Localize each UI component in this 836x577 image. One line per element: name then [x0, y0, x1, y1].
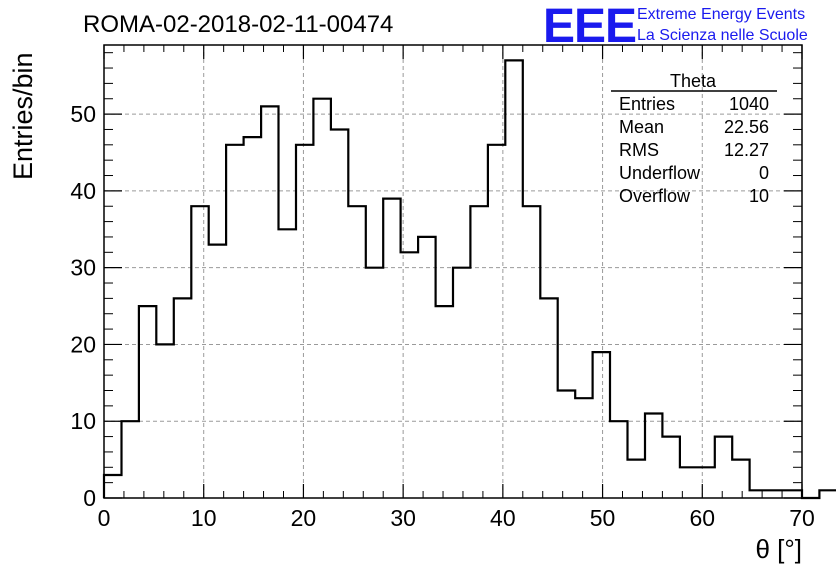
stats-row-value: 0 — [759, 163, 769, 183]
histogram-bin — [366, 268, 383, 498]
histogram-bin — [174, 298, 191, 498]
histogram-bin — [558, 391, 575, 498]
histogram-series-line — [102, 59, 836, 500]
histogram-bin — [191, 206, 208, 498]
x-tick-label: 40 — [490, 505, 516, 531]
histogram-bin — [139, 306, 156, 498]
histogram-bin — [226, 145, 243, 498]
histogram-bin — [785, 490, 802, 498]
histogram-bin — [296, 145, 313, 498]
y-tick-label: 50 — [70, 101, 96, 127]
histogram-bin — [488, 145, 505, 498]
histogram-bin — [331, 129, 348, 498]
stats-row-label: Entries — [619, 94, 675, 114]
eee-logo-text: EEE — [543, 0, 636, 53]
histogram-bin — [470, 206, 487, 498]
x-tick-label: 10 — [191, 505, 217, 531]
histogram-bin — [418, 237, 435, 498]
y-tick-label: 40 — [70, 178, 96, 204]
axis-ticks: 0 10 20 30 40 50 60 70 0 10 20 30 40 50 — [70, 45, 815, 531]
histogram-bin — [540, 298, 557, 498]
stats-row-value: 1040 — [729, 94, 769, 114]
histogram-bin — [436, 306, 453, 498]
stats-box-rows: Entries 1040 Mean 22.56 RMS 12.27 Underflow 0 Ov… — [619, 94, 769, 206]
histogram-bin — [348, 206, 365, 498]
y-tick-label: 30 — [70, 255, 96, 281]
x-tick-label: 30 — [390, 505, 416, 531]
stats-row-label: RMS — [619, 140, 659, 160]
stats-row-value: 22.56 — [724, 117, 769, 137]
brand-line-1: Extreme Energy Events — [637, 6, 805, 23]
histogram-bin — [697, 467, 714, 498]
histogram-bin — [401, 252, 418, 498]
histogram-bin — [261, 106, 278, 498]
histogram-bin — [575, 398, 592, 498]
stats-row-label: Overflow — [619, 186, 691, 206]
histogram-bin — [593, 352, 610, 498]
histogram-bin — [715, 437, 732, 498]
histogram-bin — [610, 421, 627, 498]
histogram-bin — [244, 137, 261, 498]
histogram-bin — [209, 245, 226, 498]
histogram-bin — [662, 437, 679, 498]
histogram-bin — [383, 199, 400, 498]
histogram-bin — [732, 460, 749, 498]
y-axis-label: Entries/bin — [8, 52, 38, 180]
stats-box-title: Theta — [670, 71, 717, 91]
histogram-bin — [156, 344, 173, 498]
histogram-bin — [313, 99, 330, 498]
stats-row-label: Underflow — [619, 163, 701, 183]
x-tick-label: 20 — [291, 505, 317, 531]
y-tick-label: 20 — [70, 331, 96, 357]
grid — [104, 45, 802, 498]
histogram-bin — [645, 414, 662, 498]
x-tick-label: 50 — [590, 505, 616, 531]
stats-row-value: 12.27 — [724, 140, 769, 160]
chart-title: ROMA-02-2018-02-11-00474 — [83, 11, 393, 38]
histogram-bin — [279, 229, 296, 498]
stats-row-label: Mean — [619, 117, 664, 137]
y-tick-label: 10 — [70, 408, 96, 434]
x-axis-label: θ [°] — [755, 534, 802, 564]
x-tick-label: 70 — [789, 505, 815, 531]
brand-logo: EEE Extreme Energy Events La Scienza nel… — [543, 0, 808, 53]
plot-frame — [103, 44, 803, 499]
histogram-bin — [750, 490, 767, 498]
x-tick-label: 0 — [98, 505, 111, 531]
histogram-bin — [505, 60, 522, 498]
histogram-bin — [104, 475, 121, 498]
histogram-bin — [819, 490, 836, 498]
brand-line-2: La Scienza nelle Scuole — [637, 27, 808, 44]
histogram-bin — [523, 206, 540, 498]
stats-row-value: 10 — [749, 186, 769, 206]
x-tick-label: 60 — [689, 505, 715, 531]
y-tick-label: 0 — [83, 485, 96, 511]
histogram-bin — [453, 268, 470, 498]
histogram-bin — [121, 421, 138, 498]
stats-box: Theta Entries 1040 Mean 22.56 RMS 12.27 Underf… — [611, 71, 777, 206]
